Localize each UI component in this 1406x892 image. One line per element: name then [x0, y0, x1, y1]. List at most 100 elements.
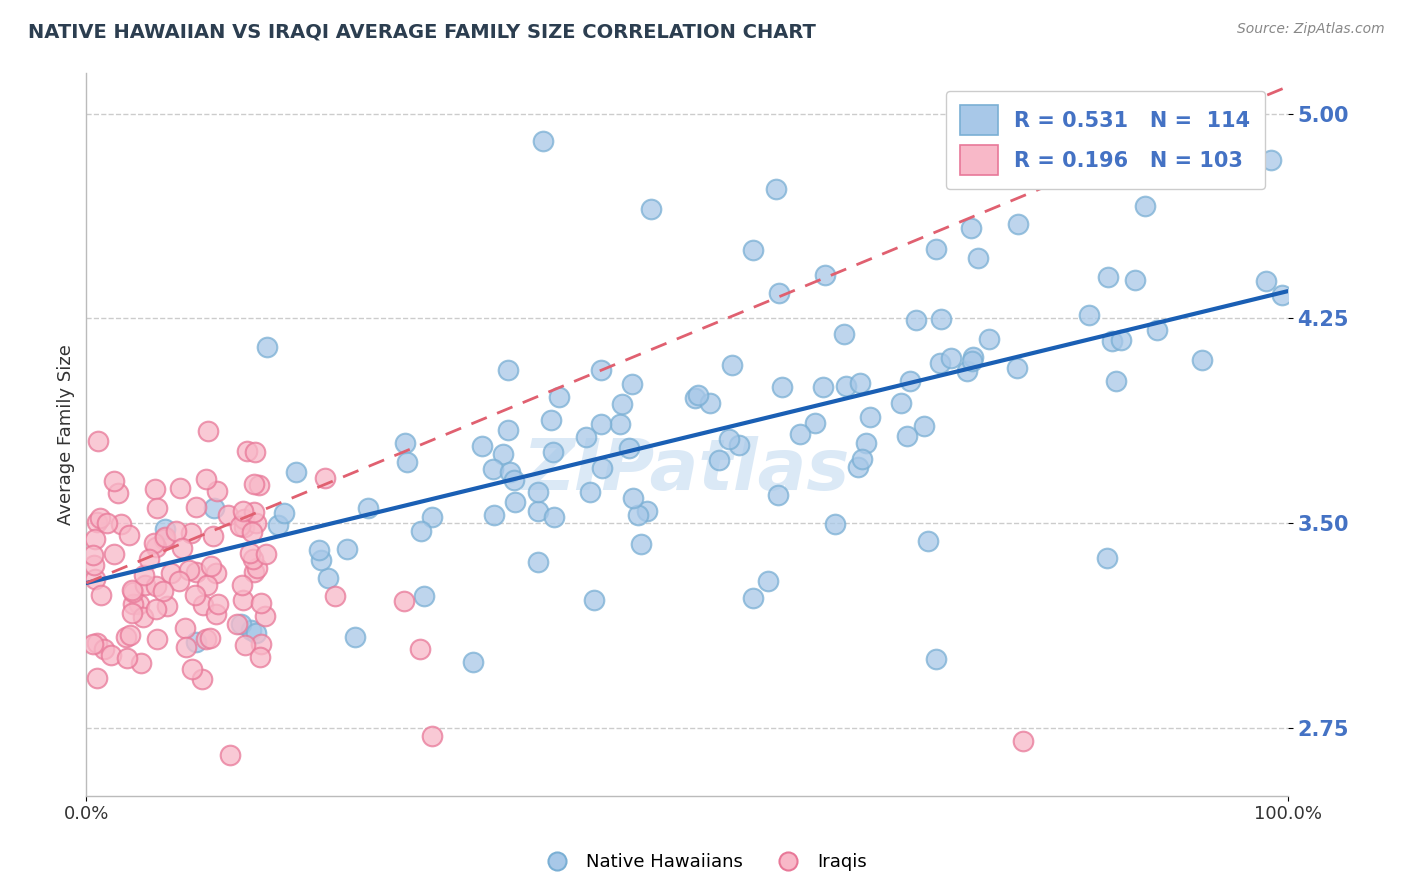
Point: [242, 551, 264, 566]
Point: [236, 444, 259, 458]
Point: [395, 454, 418, 468]
Point: [87, 434, 110, 449]
Point: [765, 182, 787, 196]
Point: [145, 540, 167, 554]
Point: [191, 598, 214, 612]
Point: [758, 574, 780, 588]
Point: [207, 597, 229, 611]
Point: [254, 608, 277, 623]
Point: [232, 593, 254, 607]
Point: [939, 351, 962, 365]
Point: [146, 500, 169, 515]
Point: [929, 356, 952, 370]
Point: [1007, 217, 1029, 231]
Point: [609, 417, 631, 432]
Point: [717, 433, 740, 447]
Point: [770, 380, 793, 394]
Point: [336, 541, 359, 556]
Point: [186, 565, 208, 579]
Point: [1191, 352, 1213, 367]
Point: [174, 621, 197, 635]
Legend: R = 0.531   N =  114, R = 0.196   N = 103: R = 0.531 N = 114, R = 0.196 N = 103: [946, 91, 1265, 189]
Point: [82, 637, 104, 651]
Point: [205, 566, 228, 580]
Point: [245, 626, 267, 640]
Point: [143, 536, 166, 550]
Point: [683, 391, 706, 405]
Y-axis label: Average Family Size: Average Family Size: [58, 344, 75, 524]
Point: [217, 508, 239, 522]
Point: [197, 578, 219, 592]
Point: [96, 516, 118, 530]
Point: [194, 472, 217, 486]
Point: [243, 444, 266, 458]
Point: [86, 636, 108, 650]
Point: [128, 597, 150, 611]
Point: [499, 465, 522, 479]
Point: [960, 354, 983, 368]
Point: [118, 528, 141, 542]
Point: [627, 508, 650, 522]
Point: [582, 592, 605, 607]
Point: [83, 558, 105, 572]
Point: [129, 656, 152, 670]
Point: [859, 409, 882, 424]
Point: [1111, 333, 1133, 347]
Point: [619, 441, 641, 455]
Point: [138, 552, 160, 566]
Point: [898, 374, 921, 388]
Point: [197, 424, 219, 438]
Point: [103, 547, 125, 561]
Point: [721, 358, 744, 372]
Point: [956, 364, 979, 378]
Point: [93, 642, 115, 657]
Point: [323, 589, 346, 603]
Point: [84, 532, 107, 546]
Point: [498, 363, 520, 377]
Point: [1260, 153, 1282, 168]
Point: [228, 518, 250, 533]
Point: [250, 636, 273, 650]
Point: [804, 416, 827, 430]
Point: [240, 623, 263, 637]
Point: [896, 429, 918, 443]
Point: [527, 503, 550, 517]
Point: [707, 453, 730, 467]
Point: [247, 478, 270, 492]
Point: [115, 651, 138, 665]
Point: [153, 532, 176, 546]
Point: [233, 638, 256, 652]
Point: [814, 268, 837, 282]
Point: [233, 520, 256, 534]
Point: [156, 599, 179, 614]
Point: [250, 597, 273, 611]
Point: [502, 473, 524, 487]
Point: [165, 524, 187, 539]
Point: [186, 500, 208, 514]
Point: [231, 578, 253, 592]
Point: [254, 547, 277, 561]
Point: [273, 506, 295, 520]
Point: [103, 475, 125, 489]
Point: [153, 522, 176, 536]
Point: [1005, 361, 1028, 376]
Point: [200, 558, 222, 573]
Point: [122, 597, 145, 611]
Point: [925, 651, 948, 665]
Point: [917, 534, 939, 549]
Point: [232, 504, 254, 518]
Point: [100, 648, 122, 662]
Point: [394, 436, 416, 450]
Point: [249, 649, 271, 664]
Point: [541, 445, 564, 459]
Point: [962, 350, 984, 364]
Point: [155, 530, 177, 544]
Point: [180, 525, 202, 540]
Point: [574, 430, 596, 444]
Point: [194, 632, 217, 647]
Point: [1254, 274, 1277, 288]
Text: NATIVE HAWAIIAN VS IRAQI AVERAGE FAMILY SIZE CORRELATION CHART: NATIVE HAWAIIAN VS IRAQI AVERAGE FAMILY …: [28, 22, 815, 41]
Point: [411, 524, 433, 539]
Point: [420, 510, 443, 524]
Point: [243, 476, 266, 491]
